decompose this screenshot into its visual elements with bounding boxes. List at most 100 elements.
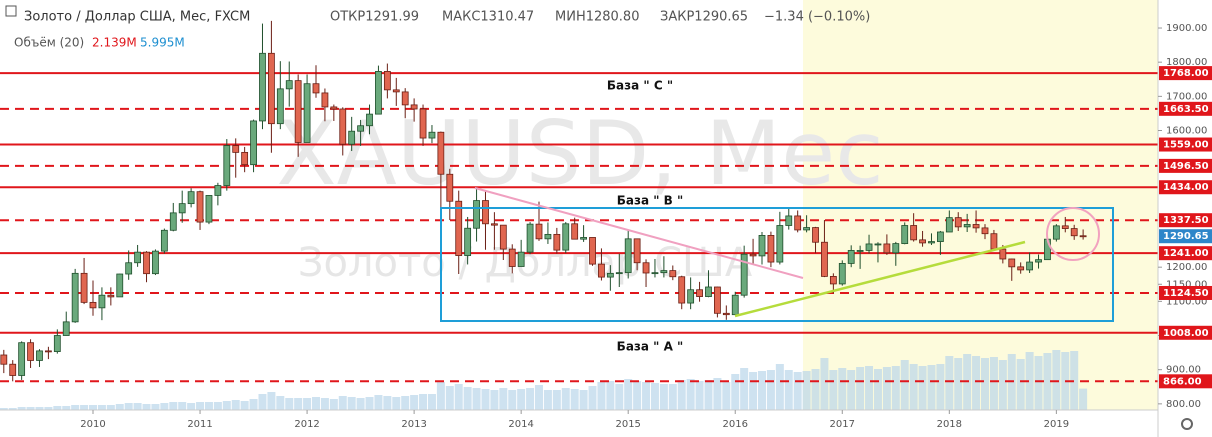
candle-body: [499, 224, 507, 250]
volume-bar: [71, 405, 80, 410]
volume-bar: [998, 360, 1007, 410]
candle-body: [383, 71, 391, 91]
volume-bar: [142, 404, 151, 410]
candle-body: [1017, 266, 1025, 271]
volume-bar: [499, 388, 508, 410]
candle-body: [187, 191, 195, 205]
candle-body: [615, 272, 623, 275]
volume-bar: [784, 370, 793, 410]
candle-body: [821, 241, 828, 277]
y-tick-label: 1800.00: [1166, 57, 1207, 68]
axes: 1900.00 1800.00 1700.00 1600.00 1200.00 1150.…: [80, 23, 1212, 430]
x-tick-label: 2018: [937, 419, 962, 430]
last-price-label: 1290.65: [1163, 231, 1209, 242]
candle-body: [285, 80, 293, 90]
candle-body: [401, 91, 409, 106]
y-tick-label: 1700.00: [1166, 91, 1207, 102]
level-label: 1337.50: [1163, 215, 1209, 226]
candle-body: [919, 239, 926, 244]
level-badge: [1159, 374, 1212, 389]
candle-body: [107, 294, 115, 298]
candle-body: [874, 243, 882, 246]
volume-bar: [427, 394, 436, 410]
volume-bar: [124, 403, 133, 410]
volume-bar: [53, 406, 62, 410]
volume-bar: [329, 399, 338, 410]
volume-bar: [178, 402, 187, 410]
level-label: 1008.00: [1163, 328, 1209, 339]
volume-bar: [731, 374, 740, 410]
volume-bar: [187, 403, 196, 410]
volume-bar: [151, 404, 160, 410]
candle-body: [972, 224, 980, 229]
volume-bar: [1052, 350, 1061, 410]
volume-bar: [347, 397, 356, 410]
volume-bar: [312, 397, 320, 410]
candle-body: [847, 250, 855, 264]
trend-line-down: [474, 187, 804, 279]
volume-bar: [276, 396, 285, 410]
volume-bar: [847, 370, 856, 410]
candle-body: [714, 286, 721, 314]
candle-body: [152, 250, 159, 275]
volume-value: 2.139M: [92, 36, 137, 50]
candle-body: [731, 294, 739, 316]
volume-bar: [758, 371, 766, 410]
candle-body: [455, 200, 463, 256]
level-badge: [1159, 137, 1212, 152]
level-label: 1663.50: [1163, 104, 1209, 115]
candle-body: [544, 233, 552, 240]
volume-bar: [891, 366, 900, 410]
candle-body: [428, 131, 436, 139]
candle-body: [53, 335, 61, 352]
volume-bar: [668, 384, 677, 410]
volume-bar: [196, 402, 205, 410]
volume-bar: [517, 389, 526, 410]
candle-body: [767, 235, 775, 263]
candle-body: [669, 270, 677, 278]
candle-body: [36, 350, 43, 361]
candle-body: [250, 120, 257, 166]
candle-body: [687, 289, 695, 304]
volume-bar: [204, 402, 213, 410]
volume-bar: [552, 390, 561, 410]
settings-gear[interactable]: [1181, 418, 1193, 430]
candle-body: [705, 286, 712, 297]
candle-body: [196, 191, 204, 223]
candle-body: [571, 223, 579, 240]
candle-body: [330, 106, 338, 110]
volume-bar: [338, 396, 347, 410]
candle-body: [223, 145, 231, 186]
candle-body: [803, 227, 810, 231]
collapse-icon[interactable]: [5, 5, 17, 17]
y-tick-label: 1200.00: [1166, 262, 1207, 273]
level-badge: [1159, 325, 1212, 340]
candle-body: [633, 238, 641, 264]
ohlc-open: ОТКР1291.99: [330, 10, 419, 25]
candle-body: [464, 227, 472, 256]
volume-bar: [704, 380, 713, 410]
candle-body: [339, 108, 347, 145]
volume-bar: [865, 366, 874, 410]
volume-bar: [115, 404, 124, 410]
volume-bar: [294, 398, 303, 410]
x-tick-label: 2016: [723, 419, 748, 430]
volume-bar: [972, 356, 981, 410]
candle-body: [776, 225, 784, 263]
watermark-name: Золото / Доллар США: [298, 240, 753, 286]
candle-body: [473, 200, 480, 229]
future-highlight: [803, 0, 1158, 410]
volume-bar: [900, 360, 909, 410]
volume-bar: [954, 358, 963, 410]
volume-bar: [213, 402, 222, 410]
candle-body: [589, 237, 596, 265]
volume-bar: [820, 358, 829, 410]
volume-bar: [80, 405, 89, 410]
volume-bar: [740, 368, 749, 410]
candle-body: [178, 203, 186, 214]
candle-body: [740, 253, 748, 296]
volume-bar: [722, 382, 731, 410]
annotation: База " C ": [607, 79, 673, 93]
volume-bar: [1034, 356, 1043, 410]
volume-bar: [356, 398, 365, 410]
